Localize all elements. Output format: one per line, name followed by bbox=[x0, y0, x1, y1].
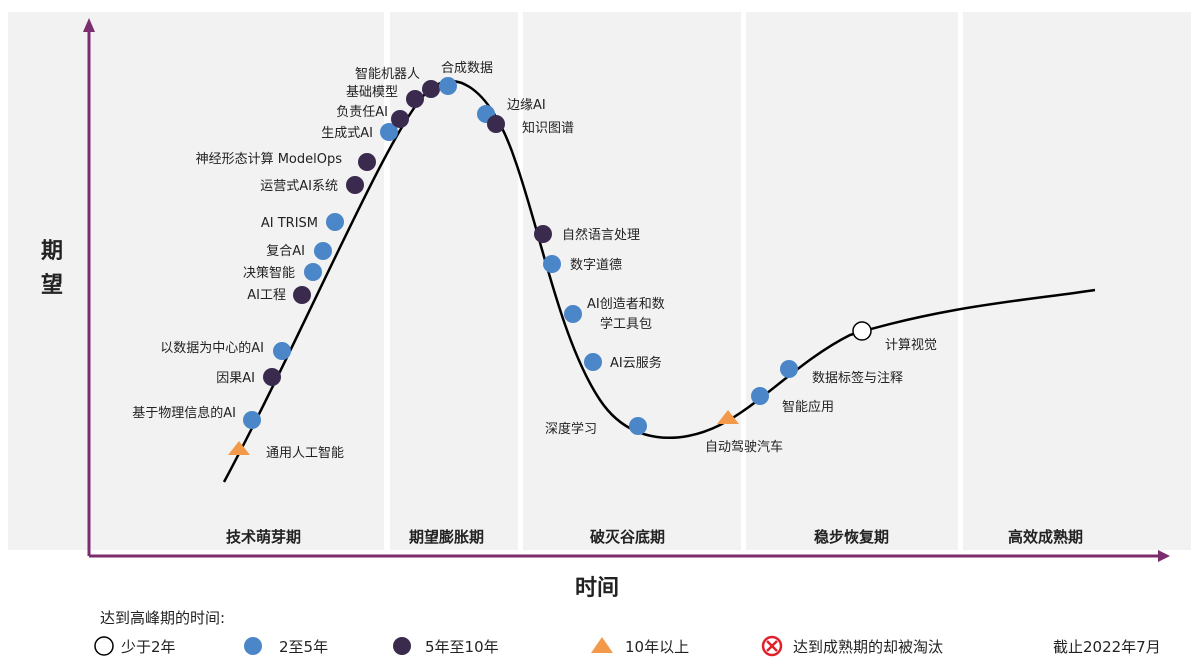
tech-marker bbox=[391, 110, 409, 128]
phase-band-trigger bbox=[8, 12, 384, 550]
tech-marker bbox=[304, 263, 322, 281]
tech-marker bbox=[358, 153, 376, 171]
phase-label-trough: 破灭谷底期 bbox=[590, 528, 665, 546]
tech-label: AI云服务 bbox=[610, 355, 662, 371]
tech-label: 以数据为中心的AI bbox=[160, 340, 264, 356]
tech-label: 因果AI bbox=[216, 371, 255, 386]
tech-marker bbox=[751, 387, 769, 405]
technology-markers bbox=[228, 77, 872, 455]
tech-marker bbox=[273, 342, 291, 360]
tech-label: 智能应用 bbox=[782, 399, 834, 415]
tech-label: AI创造者和数 bbox=[587, 297, 665, 312]
legend-long-label: 5年至10年 bbox=[425, 638, 499, 656]
tech-marker bbox=[584, 353, 602, 371]
tech-marker bbox=[780, 360, 798, 378]
tech-label: 计算视觉 bbox=[885, 338, 937, 353]
tech-label: 智能机器人 bbox=[355, 67, 420, 82]
tech-label: 自然语言处理 bbox=[562, 227, 640, 243]
tech-label: 深度学习 bbox=[545, 421, 597, 437]
phase-label-trigger: 技术萌芽期 bbox=[226, 528, 301, 546]
legend-over10-marker bbox=[591, 637, 613, 653]
tech-marker bbox=[406, 90, 424, 108]
legend-short-label: 少于2年 bbox=[121, 638, 176, 656]
tech-marker bbox=[564, 305, 582, 323]
x-axis-arrow bbox=[1158, 550, 1170, 562]
legend-asof: 截止2022年7月 bbox=[1053, 638, 1161, 656]
tech-marker bbox=[263, 368, 281, 386]
tech-label: 数字道德 bbox=[570, 258, 622, 273]
phase-label-slope: 稳步恢复期 bbox=[814, 528, 889, 546]
tech-marker bbox=[439, 77, 457, 95]
legend-over10-label: 10年以上 bbox=[625, 638, 689, 656]
legend-obsolete-marker bbox=[761, 635, 783, 657]
tech-label: 基础模型 bbox=[346, 85, 398, 100]
y-axis-title-2: 望 bbox=[41, 273, 63, 298]
tech-marker bbox=[487, 115, 505, 133]
phase-band-slope bbox=[746, 12, 958, 550]
legend-obsolete-label: 达到成熟期的却被淘汰 bbox=[793, 638, 943, 656]
tech-marker bbox=[326, 213, 344, 231]
tech-label: 知识图谱 bbox=[522, 120, 574, 136]
tech-label: 负责任AI bbox=[336, 105, 388, 120]
legend: 达到高峰期的时间: 少于2年 2至5年 5年至10年 10年以上 达到成熟期的却… bbox=[94, 609, 1161, 657]
tech-label: AI TRISM bbox=[261, 216, 318, 231]
phase-band-trough bbox=[523, 12, 741, 550]
tech-marker bbox=[422, 80, 440, 98]
tech-label: 基于物理信息的AI bbox=[132, 405, 236, 421]
legend-mid-marker bbox=[244, 637, 262, 655]
hype-curve bbox=[222, 80, 1096, 483]
tech-label: 合成数据 bbox=[441, 61, 493, 76]
tech-marker bbox=[346, 176, 364, 194]
legend-mid-label: 2至5年 bbox=[279, 638, 328, 656]
x-axis-title: 时间 bbox=[575, 576, 619, 601]
tech-marker bbox=[629, 417, 647, 435]
technology-labels: 通用人工智能 基于物理信息的AI 因果AI 以数据为中心的AI AI工程 决策智… bbox=[132, 61, 937, 461]
tech-label: 边缘AI bbox=[507, 98, 546, 113]
phase-label-plateau: 高效成熟期 bbox=[1008, 528, 1083, 546]
tech-label: 学工具包 bbox=[600, 316, 652, 332]
tech-marker bbox=[314, 242, 332, 260]
tech-marker bbox=[293, 286, 311, 304]
legend-long-marker bbox=[393, 637, 411, 655]
tech-label: 复合AI bbox=[266, 244, 305, 259]
phase-band-plateau bbox=[963, 12, 1191, 550]
tech-label: 生成式AI bbox=[321, 126, 373, 141]
phase-label-peak: 期望膨胀期 bbox=[409, 528, 484, 546]
tech-marker bbox=[534, 225, 552, 243]
tech-marker bbox=[717, 410, 739, 424]
tech-label: 数据标签与注释 bbox=[812, 370, 903, 386]
y-axis-title-1: 期 bbox=[41, 239, 63, 264]
tech-marker bbox=[243, 411, 261, 429]
tech-marker bbox=[852, 321, 872, 341]
y-axis-arrow bbox=[83, 18, 95, 32]
tech-marker bbox=[228, 441, 250, 455]
tech-marker bbox=[380, 123, 398, 141]
tech-label: AI工程 bbox=[247, 288, 286, 303]
tech-label: 神经形态计算 ModelOps bbox=[196, 152, 343, 167]
tech-label: 决策智能 bbox=[243, 265, 295, 281]
tech-marker bbox=[543, 255, 561, 273]
tech-label: 自动驾驶汽车 bbox=[705, 439, 783, 455]
tech-label: 通用人工智能 bbox=[266, 446, 344, 461]
tech-label: 运营式AI系统 bbox=[260, 179, 338, 194]
legend-short-marker bbox=[94, 636, 114, 656]
legend-title: 达到高峰期的时间: bbox=[100, 609, 225, 627]
